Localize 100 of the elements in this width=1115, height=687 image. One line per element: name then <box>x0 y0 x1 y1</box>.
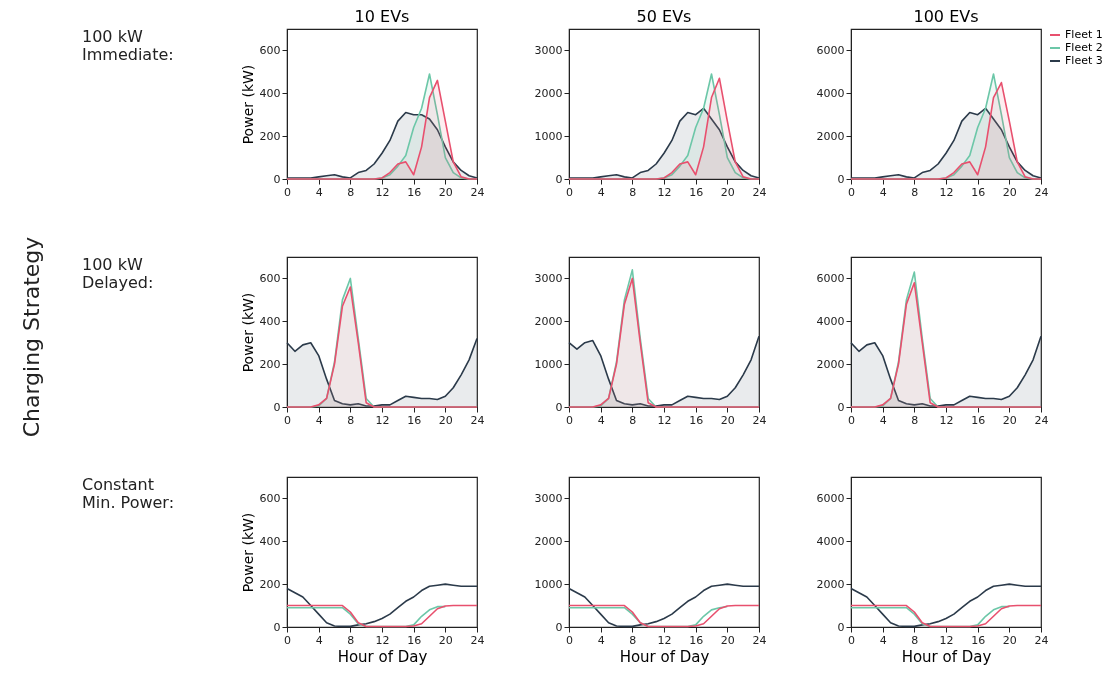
x-tick-label: 0 <box>566 185 573 199</box>
x-tick-label: 8 <box>629 413 637 427</box>
x-tick-label: 4 <box>879 633 887 647</box>
x-tick-label: 20 <box>1002 413 1017 427</box>
y-tick-label: 3000 <box>534 43 563 57</box>
x-tick-label: 0 <box>284 413 291 427</box>
x-tick-label: 20 <box>438 185 453 199</box>
y-tick-label: 2000 <box>534 86 563 100</box>
x-tick-label: 4 <box>879 185 887 199</box>
y-tick-label: 2000 <box>816 129 845 143</box>
x-tick-label: 16 <box>407 185 422 199</box>
y-tick-label: 200 <box>259 577 281 591</box>
y-tick-label: 600 <box>259 43 281 57</box>
y-tick-label: 0 <box>837 400 845 414</box>
legend-label: Fleet 1 <box>1065 28 1103 41</box>
x-tick-label: 16 <box>689 413 704 427</box>
y-tick-label: 200 <box>259 129 281 143</box>
x-tick-label: 12 <box>375 413 390 427</box>
y-tick-label: 400 <box>259 534 281 548</box>
x-tick-label: 20 <box>1002 633 1017 647</box>
x-tick-label: 8 <box>911 413 919 427</box>
y-axis-title: Power (kW) <box>239 512 256 593</box>
x-tick-label: 4 <box>315 633 323 647</box>
x-tick-label: 8 <box>347 633 355 647</box>
x-tick-label: 4 <box>597 633 605 647</box>
y-tick-label: 1000 <box>534 129 563 143</box>
y-tick-label: 4000 <box>816 86 845 100</box>
x-tick-label: 12 <box>657 185 672 199</box>
y-tick-label: 600 <box>259 491 281 505</box>
x-tick-label: 8 <box>629 633 637 647</box>
y-tick-label: 400 <box>259 314 281 328</box>
x-tick-label: 12 <box>657 633 672 647</box>
x-tick-label: 24 <box>470 633 485 647</box>
x-tick-label: 8 <box>911 633 919 647</box>
x-tick-label: 12 <box>375 185 390 199</box>
line-series <box>568 583 760 628</box>
x-tick-label: 24 <box>752 633 767 647</box>
chart-title: 100 EVs <box>913 7 979 26</box>
y-tick-label: 4000 <box>816 314 845 328</box>
x-axis-title: Hour of Day <box>901 647 992 666</box>
y-tick-label: 3000 <box>534 491 563 505</box>
y-tick-label: 400 <box>259 86 281 100</box>
x-tick-label: 0 <box>566 413 573 427</box>
x-tick-label: 16 <box>407 633 422 647</box>
x-tick-label: 4 <box>315 185 323 199</box>
y-tick-label: 6000 <box>816 271 845 285</box>
y-tick-label: 0 <box>837 620 845 634</box>
chart-title: 50 EVs <box>636 7 692 26</box>
y-axis-title: Power (kW) <box>239 64 256 145</box>
y-tick-label: 0 <box>555 400 563 414</box>
x-tick-label: 8 <box>911 185 919 199</box>
y-tick-label: 200 <box>259 357 281 371</box>
x-tick-label: 0 <box>566 633 573 647</box>
y-tick-label: 6000 <box>816 43 845 57</box>
y-tick-label: 0 <box>273 172 281 186</box>
y-tick-label: 0 <box>273 620 281 634</box>
legend-label: Fleet 2 <box>1065 41 1103 54</box>
x-tick-label: 12 <box>939 633 954 647</box>
x-tick-label: 8 <box>347 413 355 427</box>
x-axis-title: Hour of Day <box>337 647 428 666</box>
x-tick-label: 20 <box>720 185 735 199</box>
x-tick-label: 12 <box>939 185 954 199</box>
x-tick-label: 20 <box>720 413 735 427</box>
x-tick-label: 20 <box>438 413 453 427</box>
y-axis-title: Power (kW) <box>239 292 256 373</box>
y-tick-label: 2000 <box>816 357 845 371</box>
x-tick-label: 4 <box>315 413 323 427</box>
x-tick-label: 4 <box>597 413 605 427</box>
x-tick-label: 4 <box>879 413 887 427</box>
line-series <box>568 604 760 628</box>
x-tick-label: 0 <box>284 185 291 199</box>
x-tick-label: 16 <box>689 633 704 647</box>
x-tick-label: 12 <box>375 633 390 647</box>
line-series <box>850 604 1042 628</box>
legend-label: Fleet 3 <box>1065 54 1103 67</box>
x-tick-label: 0 <box>284 633 291 647</box>
x-tick-label: 0 <box>848 413 855 427</box>
x-tick-label: 16 <box>971 185 986 199</box>
x-tick-label: 8 <box>347 185 355 199</box>
x-tick-label: 12 <box>657 413 672 427</box>
x-tick-label: 20 <box>720 633 735 647</box>
x-tick-label: 16 <box>971 413 986 427</box>
text: 100 kW Immediate: <box>82 27 174 64</box>
y-tick-label: 6000 <box>816 491 845 505</box>
y-tick-label: 4000 <box>816 534 845 548</box>
x-tick-label: 24 <box>752 185 767 199</box>
x-tick-label: 8 <box>629 185 637 199</box>
y-tick-label: 0 <box>273 400 281 414</box>
y-tick-label: 0 <box>555 172 563 186</box>
x-tick-label: 16 <box>407 413 422 427</box>
y-tick-label: 1000 <box>534 357 563 371</box>
x-tick-label: 12 <box>939 413 954 427</box>
y-tick-label: 0 <box>837 172 845 186</box>
x-tick-label: 24 <box>470 413 485 427</box>
x-tick-label: 20 <box>438 633 453 647</box>
y-tick-label: 3000 <box>534 271 563 285</box>
y-tick-label: 600 <box>259 271 281 285</box>
x-tick-label: 24 <box>1034 633 1049 647</box>
chart-title: 10 EVs <box>354 7 410 26</box>
y-tick-label: 0 <box>555 620 563 634</box>
